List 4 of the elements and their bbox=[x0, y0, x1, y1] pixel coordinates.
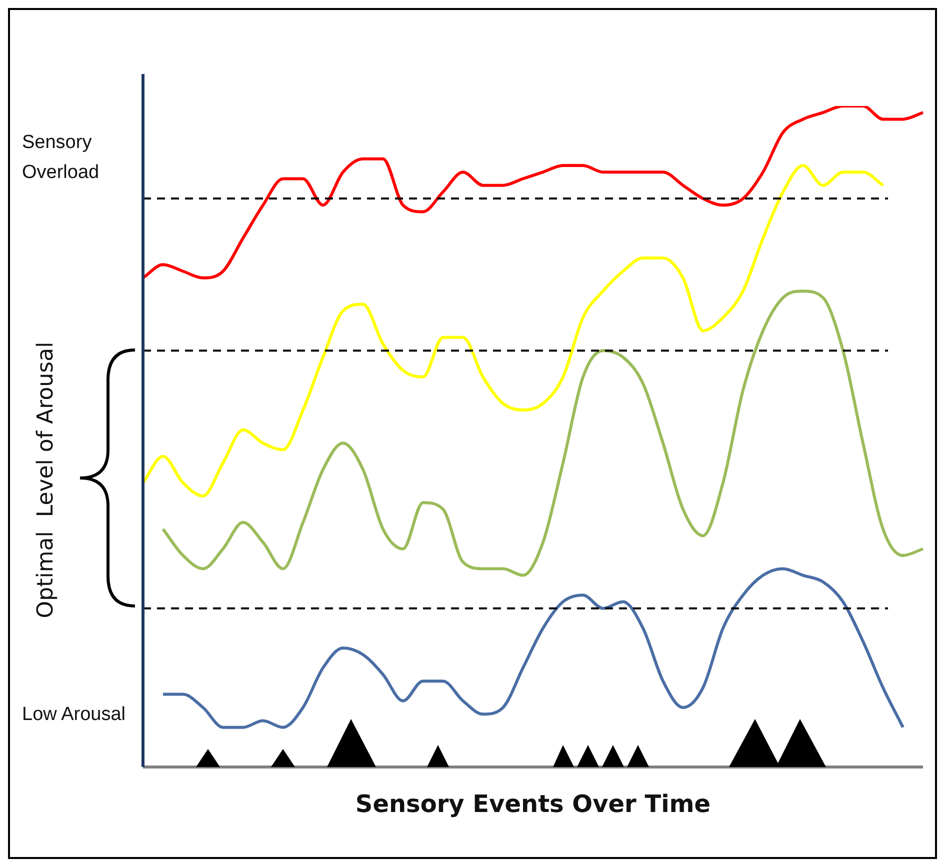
y-axis-title: Optimal Level of Arousal bbox=[34, 342, 58, 618]
text: Low Arousal bbox=[22, 703, 127, 727]
x-axis-title: Sensory Events Over Time bbox=[354, 790, 712, 818]
text: Sensory Overload bbox=[22, 131, 100, 185]
